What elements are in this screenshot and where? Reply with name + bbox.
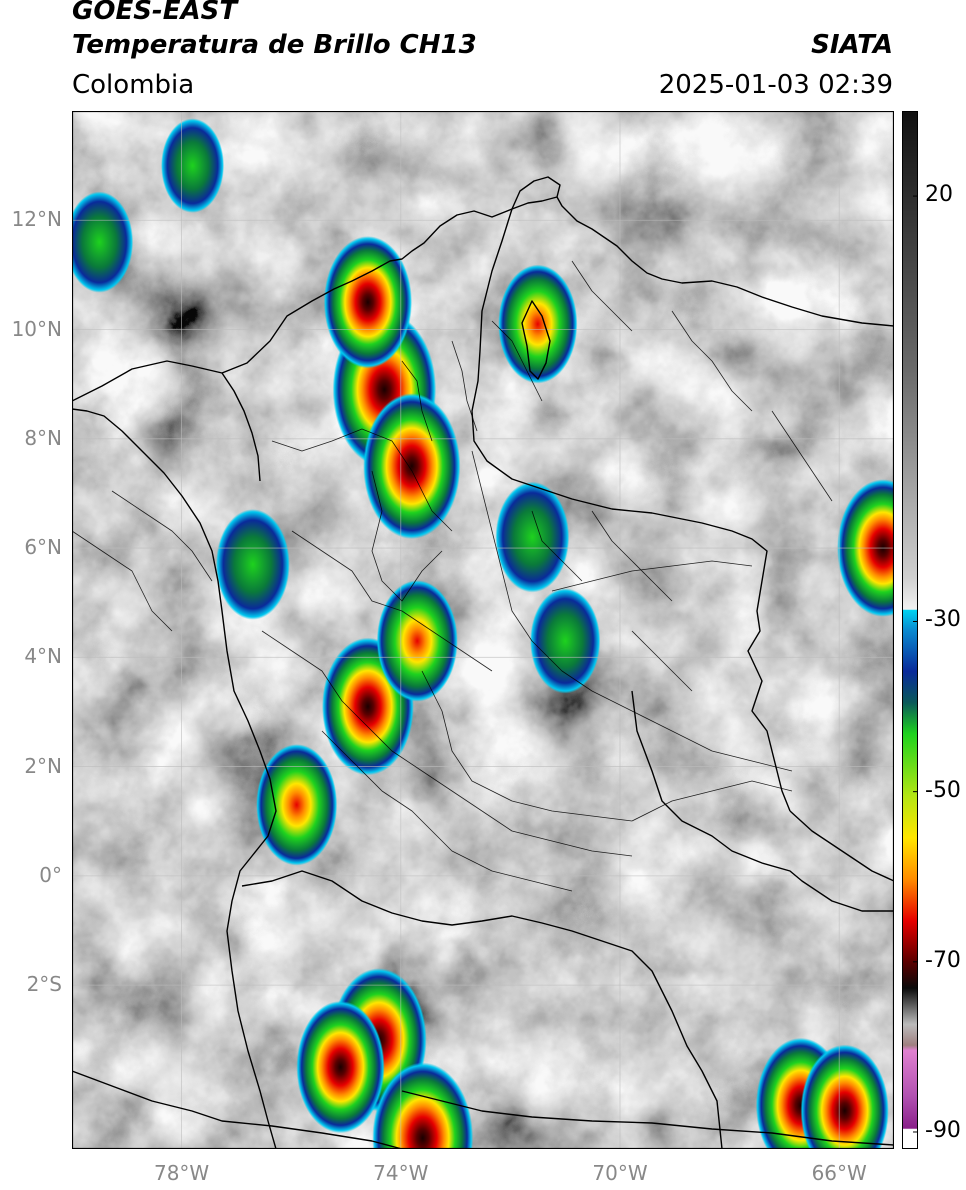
colorbar-label-4: -90 — [925, 1117, 961, 1143]
storm-cell-6 — [296, 1000, 385, 1134]
product-title: Temperatura de Brillo CH13 — [72, 30, 477, 60]
coastline-caribbean — [72, 196, 894, 402]
border-colombia-ecuador-peru — [241, 870, 723, 1149]
lake-maracaibo — [521, 300, 551, 380]
lat-label-7: 2°S — [26, 972, 62, 997]
lat-label-5: 2°N — [24, 753, 62, 778]
colorbar-gradient — [902, 111, 918, 1149]
lat-label-6: 0° — [39, 862, 62, 887]
lat-label-3: 6°N — [24, 535, 62, 560]
colorbar-label-1: -30 — [925, 607, 961, 633]
region-label: Colombia — [72, 70, 195, 100]
colorbar — [902, 111, 918, 1149]
storm-layer — [72, 118, 894, 1149]
coastline-guajira — [511, 176, 561, 210]
gridlines — [72, 111, 894, 1149]
cloud-texture — [72, 111, 894, 1149]
border-ecuador-peru — [72, 1070, 403, 1149]
source-label: SIATA — [811, 30, 893, 60]
coastline-pacific — [72, 408, 277, 1149]
lon-label-1: 74°W — [373, 1161, 429, 1185]
storm-cell-15 — [72, 191, 134, 293]
lon-label-0: 78°W — [153, 1161, 210, 1185]
lat-label-4: 4°N — [24, 644, 62, 669]
border-panama-colombia — [221, 372, 261, 482]
storm-cell-17 — [215, 509, 290, 620]
colorbar-ticks — [913, 195, 918, 1133]
colorbar-frame — [902, 111, 918, 1149]
storm-cell-14 — [530, 588, 601, 694]
satellite-map — [72, 111, 894, 1149]
storm-cell-16 — [161, 118, 225, 213]
colorbar-label-2: -50 — [925, 777, 961, 803]
boundaries — [72, 176, 894, 1149]
storm-cell-9 — [495, 481, 570, 593]
lon-label-2: 70°W — [592, 1161, 648, 1185]
storm-cell-11 — [256, 744, 338, 866]
storm-cell-1 — [363, 393, 461, 540]
border-colombia-brazil — [631, 690, 894, 912]
lat-label-0: 12°N — [11, 207, 62, 232]
border-colombia-venezuela — [471, 208, 791, 812]
map-frame — [72, 111, 894, 1149]
colorbar-label-0: 20 — [925, 182, 953, 208]
storm-cell-13 — [800, 1044, 889, 1149]
department-boundaries — [72, 260, 833, 892]
satellite-title: GOES-EAST — [72, 0, 238, 26]
storm-cell-7 — [372, 1062, 474, 1149]
lat-label-2: 8°N — [24, 425, 62, 450]
river-amazon-region — [401, 1090, 894, 1146]
storm-cell-2 — [323, 236, 413, 369]
colorbar-label-3: -70 — [925, 947, 961, 973]
border-venezuela-brazil — [789, 810, 894, 882]
storm-cell-10 — [498, 264, 578, 384]
lat-label-1: 10°N — [11, 316, 62, 341]
datetime-label: 2025-01-03 02:39 — [658, 70, 893, 100]
lon-label-3: 66°W — [811, 1161, 867, 1185]
storm-cell-4 — [376, 580, 458, 702]
